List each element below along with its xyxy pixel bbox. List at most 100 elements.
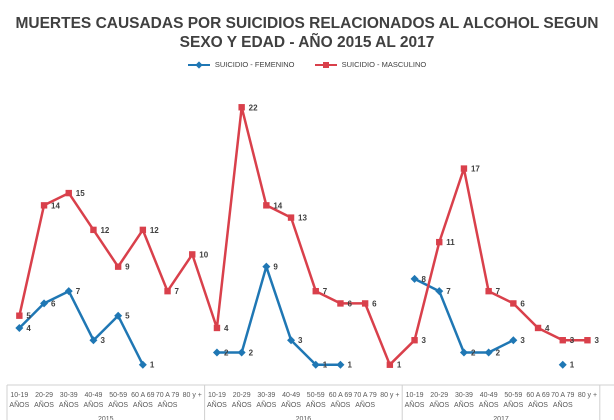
data-point-masculino <box>312 287 319 295</box>
data-label-masculino: 15 <box>76 189 85 198</box>
data-label-femenino: 8 <box>422 275 427 284</box>
x-tick-label-unit: AÑOS <box>207 400 227 409</box>
data-label-femenino: 2 <box>496 348 501 357</box>
x-tick-label-unit: AÑOS <box>232 400 252 409</box>
legend-item-femenino: SUICIDIO - FEMENINO <box>187 59 295 69</box>
x-tick-label: 20-29 <box>430 392 448 399</box>
data-point-masculino <box>65 189 72 197</box>
x-group-label: 2017 <box>493 416 509 420</box>
data-label-femenino: 2 <box>249 348 254 357</box>
data-point-femenino <box>410 274 419 283</box>
data-label-masculino: 9 <box>125 263 130 272</box>
data-point-femenino <box>237 348 246 357</box>
data-label-femenino: 4 <box>26 324 31 333</box>
data-point-femenino <box>64 287 73 296</box>
data-point-femenino <box>311 360 320 369</box>
x-tick-label: 10-19 <box>208 392 226 399</box>
data-label-masculino: 3 <box>422 336 427 345</box>
data-label-femenino: 1 <box>347 361 352 370</box>
x-group-label: 2016 <box>296 416 312 420</box>
data-label-femenino: 2 <box>224 348 229 357</box>
data-label-femenino: 6 <box>51 299 56 308</box>
data-point-masculino <box>361 300 369 307</box>
data-point-femenino <box>40 299 49 308</box>
x-tick-label: 80 y + <box>183 392 202 399</box>
x-tick-label-unit: AÑOS <box>256 400 276 409</box>
data-point-masculino <box>485 287 492 295</box>
data-label-masculino: 12 <box>100 226 109 235</box>
data-point-femenino <box>114 311 123 320</box>
data-label-masculino: 4 <box>224 324 229 333</box>
x-tick-label-unit: AÑOS <box>479 400 499 409</box>
data-point-masculino <box>436 238 443 246</box>
x-tick-label-unit: AÑOS <box>553 400 573 409</box>
x-group-label: 2015 <box>98 416 114 420</box>
x-tick-label-unit: AÑOS <box>84 400 104 409</box>
x-tick-label-unit: AÑOS <box>503 400 523 409</box>
data-point-femenino <box>435 287 444 296</box>
data-label-femenino: 3 <box>100 336 105 345</box>
data-label-femenino: 1 <box>150 361 155 370</box>
data-label-masculino: 7 <box>323 287 328 296</box>
data-point-masculino <box>287 214 295 221</box>
data-label-masculino: 6 <box>347 299 352 308</box>
data-point-masculino <box>510 300 517 307</box>
legend-swatch-femenino <box>187 60 210 69</box>
data-label-femenino: 5 <box>125 312 130 321</box>
chart-title-line-1: MUERTES CAUSADAS POR SUICIDIOS RELACIONA… <box>15 15 599 32</box>
data-point-masculino <box>40 202 48 209</box>
series-line-femenino <box>216 265 341 366</box>
x-tick-label: 10-19 <box>10 392 28 399</box>
x-tick-label: 60 A 69 <box>329 392 352 399</box>
x-tick-label-unit: AÑOS <box>108 400 128 409</box>
x-tick-label: 80 y + <box>578 392 597 399</box>
data-point-femenino <box>484 348 493 357</box>
x-tick-label: 40-49 <box>480 392 498 399</box>
data-label-masculino: 12 <box>150 226 159 235</box>
data-point-femenino <box>287 336 296 345</box>
x-tick-label: 60 A 69 <box>526 392 549 399</box>
x-tick-label-unit: AÑOS <box>158 400 178 409</box>
x-tick-label-unit: AÑOS <box>34 400 54 409</box>
data-point-masculino <box>263 202 270 209</box>
data-label-femenino: 7 <box>76 287 81 296</box>
data-label-femenino: 1 <box>570 361 575 370</box>
data-point-masculino <box>139 226 147 234</box>
x-tick-label: 70 A 79 <box>353 392 376 399</box>
x-tick-label: 20-29 <box>35 392 53 399</box>
data-label-masculino: 3 <box>594 336 599 345</box>
series-line-femenino <box>18 289 144 366</box>
chart-title-line-2: SEXO Y EDAD - AÑO 2015 AL 2017 <box>179 34 435 51</box>
data-label-masculino: 17 <box>471 165 480 174</box>
x-tick-label: 70 A 79 <box>551 392 574 399</box>
x-tick-label: 50-59 <box>109 392 127 399</box>
chart-title: MUERTES CAUSADAS POR SUICIDIOS RELACIONA… <box>0 14 614 52</box>
data-label-femenino: 7 <box>446 287 451 296</box>
data-point-masculino <box>534 324 542 332</box>
x-tick-label-unit: AÑOS <box>306 400 326 409</box>
x-tick-label-unit: AÑOS <box>59 400 79 409</box>
data-label-masculino: 14 <box>51 201 60 210</box>
x-tick-label: 70 A 79 <box>156 392 179 399</box>
data-point-masculino <box>386 361 394 368</box>
data-point-masculino <box>90 226 97 234</box>
legend-swatch-masculino <box>314 61 337 69</box>
legend: SUICIDIO - FEMENINO SUICIDIO - MASCULINO <box>0 59 614 69</box>
data-point-masculino <box>213 324 221 332</box>
data-point-masculino <box>584 337 591 344</box>
data-label-masculino: 11 <box>446 238 455 247</box>
data-point-masculino <box>460 165 468 172</box>
x-tick-label-unit: AÑOS <box>528 400 548 409</box>
data-label-femenino: 9 <box>273 263 278 272</box>
data-label-masculino: 1 <box>397 361 402 370</box>
x-tick-label-unit: AÑOS <box>355 400 375 409</box>
data-point-masculino <box>411 337 418 344</box>
data-point-femenino <box>509 336 518 345</box>
data-label-femenino: 3 <box>520 336 525 345</box>
data-point-femenino <box>336 360 345 369</box>
data-label-masculino: 4 <box>545 324 550 333</box>
x-tick-label-unit: AÑOS <box>281 400 301 409</box>
legend-label-femenino: SUICIDIO - FEMENINO <box>214 59 295 69</box>
x-tick-label: 50-59 <box>504 392 522 399</box>
x-tick-label-unit: AÑOS <box>133 400 153 409</box>
